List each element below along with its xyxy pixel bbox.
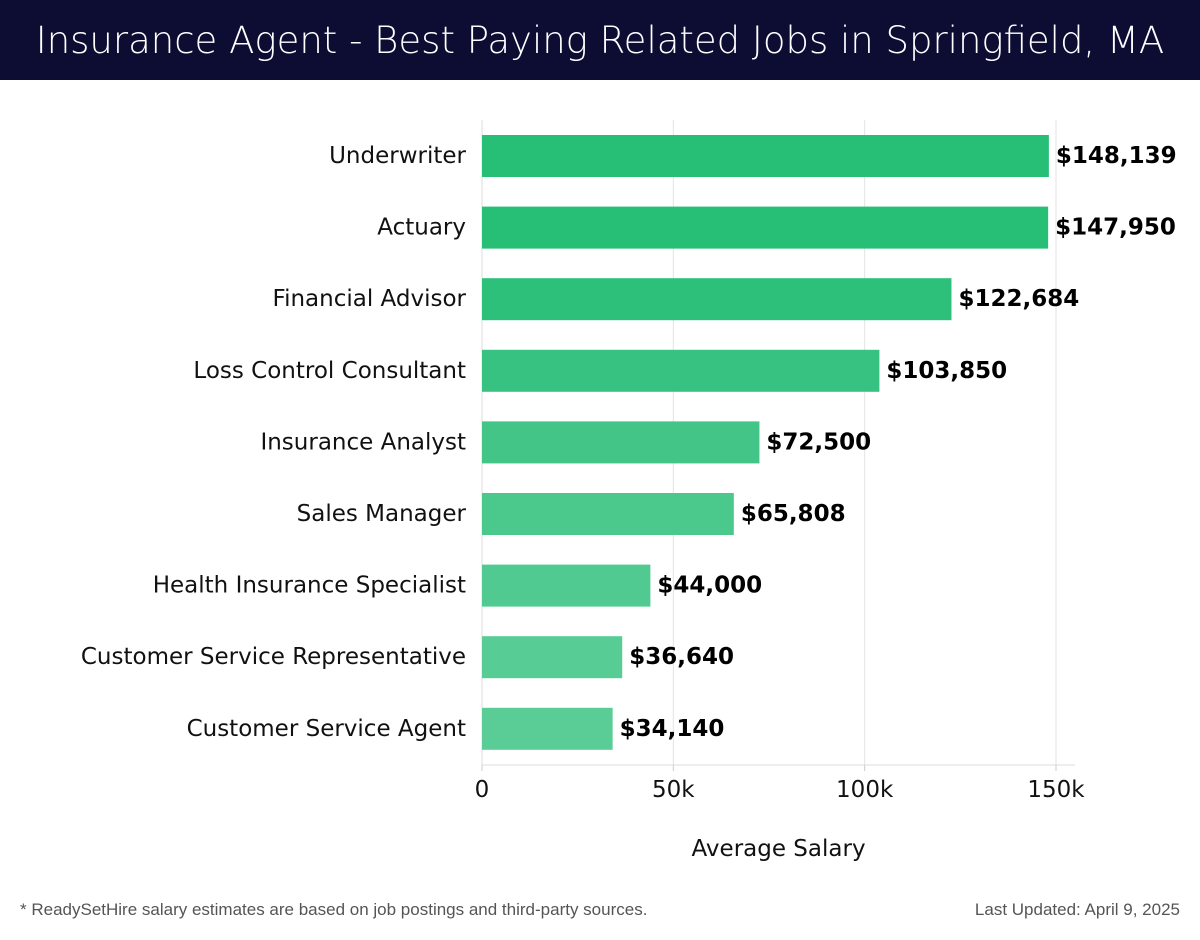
bar [482,278,952,321]
value-label: $65,808 [741,501,846,527]
category-label: Health Insurance Specialist [153,573,466,599]
value-label: $148,139 [1056,143,1177,169]
bar [482,421,760,464]
category-label: Insurance Analyst [260,429,466,455]
category-label: Sales Manager [297,501,467,527]
category-label: Customer Service Representative [81,644,466,670]
category-label: Loss Control Consultant [193,358,466,384]
category-label: Customer Service Agent [187,716,466,742]
category-label: Underwriter [329,143,466,169]
category-label: Financial Advisor [273,286,467,312]
tick-label: 100k [836,777,894,803]
tick-label: 0 [475,777,490,803]
value-label: $44,000 [657,573,762,599]
value-label: $122,684 [958,286,1079,312]
bar [482,493,734,535]
page-title: Insurance Agent - Best Paying Related Jo… [35,18,1165,62]
last-updated: Last Updated: April 9, 2025 [974,900,1180,919]
value-label: $36,640 [629,644,734,670]
value-label: $72,500 [766,429,871,455]
bar [482,135,1049,177]
salary-bar-chart: Underwriter $148,139 Actuary $147,950 Financ… [81,120,1177,862]
x-axis-title: Average Salary [692,836,866,862]
bar [482,564,651,607]
bar [482,206,1049,249]
bar [482,636,623,679]
category-label: Actuary [377,215,466,241]
bar [482,349,880,392]
chart-header: Insurance Agent - Best Paying Related Jo… [0,0,1200,80]
value-label: $103,850 [886,358,1007,384]
footer-note: * ReadySetHire salary estimates are base… [20,900,648,919]
bar [482,707,613,750]
tick-label: 150k [1027,777,1085,803]
tick-label: 50k [652,777,695,803]
value-label: $34,140 [620,716,725,742]
value-label: $147,950 [1055,215,1176,241]
